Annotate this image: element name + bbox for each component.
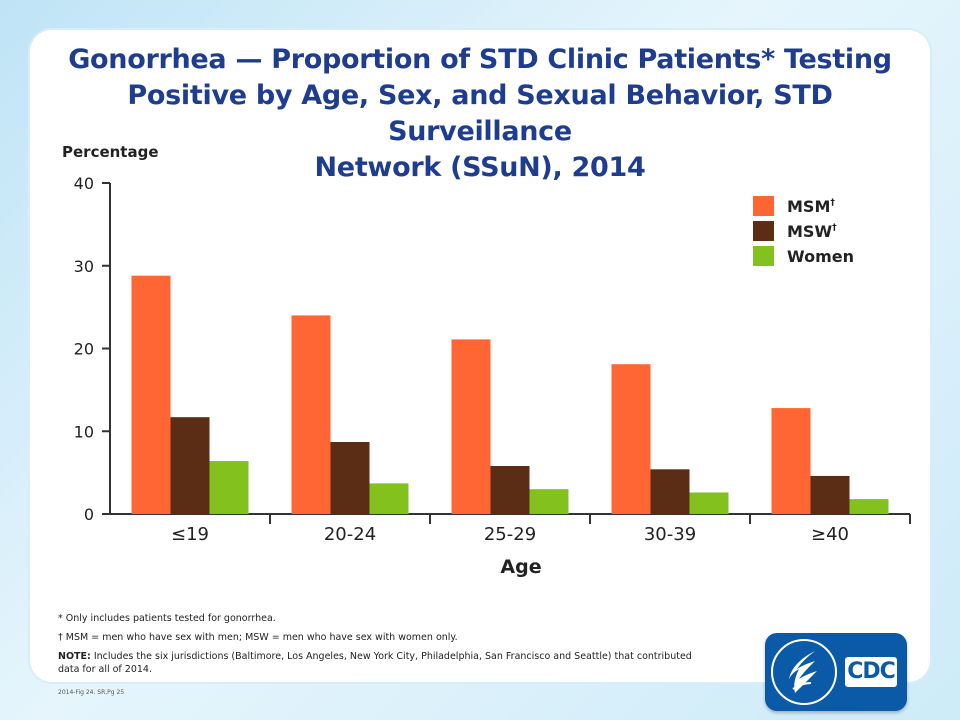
cdc-logo: CDC — [765, 633, 907, 711]
bar-msw — [170, 417, 210, 514]
title-line-3: Network (SSuN), 2014 — [314, 152, 646, 183]
y-tick-label: 0 — [84, 505, 94, 524]
bar-msw — [490, 466, 530, 514]
bar-women — [689, 492, 729, 514]
bar-women — [369, 483, 409, 514]
legend-label-women: Women — [787, 247, 854, 266]
x-tick-label: 30-39 — [644, 524, 696, 545]
bar-msm — [611, 364, 651, 514]
bar-chart: Percentage Age 0 10 20 30 40 ≤19 20-24 25-29 30-… — [62, 143, 911, 578]
footnote-dagger: † MSM = men who have sex with men; MSW =… — [58, 632, 458, 643]
x-tick-label: 20-24 — [324, 524, 376, 545]
bar-women — [849, 499, 889, 514]
bar-msm — [291, 315, 331, 514]
bar-msw — [330, 442, 370, 514]
title-line-1: Gonorrhea — Proportion of STD Clinic Pat… — [68, 44, 892, 75]
note-label: NOTE: — [58, 651, 91, 662]
x-axis-label: Age — [500, 556, 541, 578]
cdc-wordmark: CDC — [845, 657, 897, 687]
legend-swatch-msm — [753, 196, 774, 216]
bars — [131, 275, 889, 514]
hhs-seal-ring — [771, 639, 837, 705]
figure-id: 2014-Fig 24. SR,Pg 25 — [58, 689, 125, 696]
x-tick-label: 25-29 — [484, 524, 536, 545]
legend: MSM† MSW† Women — [753, 196, 854, 266]
y-tick-label: 40 — [74, 174, 94, 193]
note-line-2: data for all of 2014. — [58, 664, 152, 675]
hhs-eagle-seal-icon — [789, 651, 817, 693]
y-tick-label: 20 — [74, 340, 94, 359]
bar-msm — [451, 339, 491, 514]
chart-title: Gonorrhea — Proportion of STD Clinic Pat… — [40, 42, 920, 186]
bar-msm — [771, 408, 811, 514]
title-line-2: Positive by Age, Sex, and Sexual Behavio… — [127, 80, 833, 147]
y-tick-label: 30 — [74, 257, 94, 276]
legend-swatch-msw — [753, 221, 774, 241]
bar-msw — [810, 475, 850, 514]
bar-women — [209, 461, 249, 514]
legend-label-msm: MSM† — [787, 197, 835, 216]
legend-label-msw: MSW† — [787, 222, 837, 241]
bar-msm — [131, 275, 171, 514]
footnote-asterisk: * Only includes patients tested for gono… — [58, 613, 276, 624]
bar-msw — [650, 469, 690, 514]
note-line-1: Includes the six jurisdictions (Baltimor… — [93, 651, 692, 662]
y-axis-label: Percentage — [62, 143, 159, 161]
y-tick-label: 10 — [74, 422, 94, 441]
x-tick-label: ≥40 — [811, 524, 849, 545]
legend-swatch-women — [753, 246, 774, 266]
footnote-note: NOTE: Includes the six jurisdictions (Ba… — [58, 650, 748, 676]
x-tick-label: ≤19 — [171, 524, 209, 545]
bar-women — [529, 489, 569, 514]
